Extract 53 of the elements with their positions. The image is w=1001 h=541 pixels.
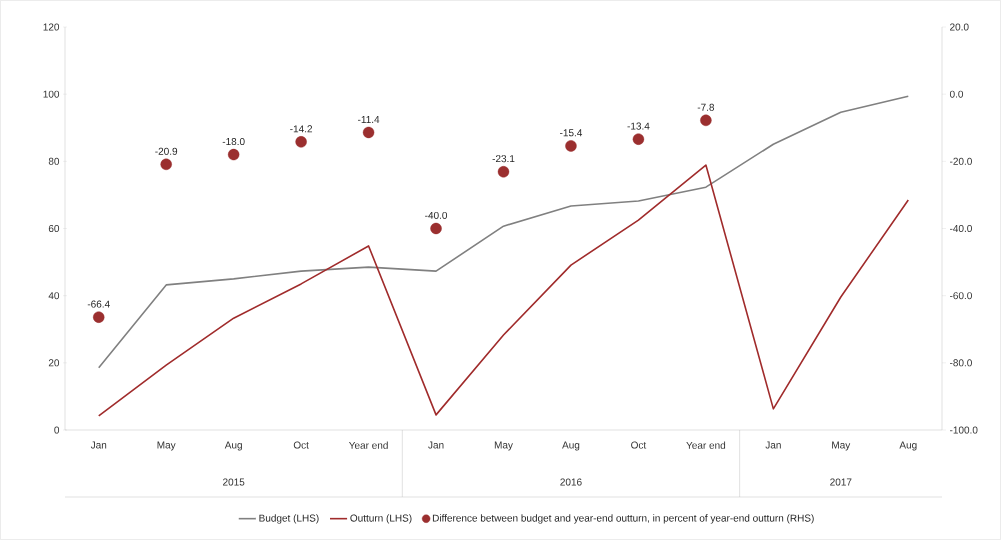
x-tick-label: Oct: [631, 441, 647, 449]
y-tick-label: 120: [43, 23, 60, 31]
x-tick-label: May: [157, 441, 176, 451]
data-label: -15.4: [560, 129, 583, 137]
data-label: -20.9: [155, 147, 178, 155]
text: 2017: [830, 478, 852, 486]
y2-tick-label: 20.0: [950, 23, 969, 31]
y2-tick-label: -60.0: [949, 292, 972, 300]
point: [497, 166, 510, 178]
point: [430, 222, 442, 235]
data-label: -40.0: [425, 211, 448, 219]
point: [632, 133, 645, 145]
y2-tick-label: -100.0: [949, 426, 978, 434]
y-tick-label: 80: [48, 157, 60, 165]
x-tick-label: Aug: [224, 441, 242, 451]
data-label: -7.8: [697, 103, 715, 111]
data-label: -23.1: [492, 155, 515, 163]
point: [93, 311, 105, 323]
x-tick-label: Oct: [293, 441, 309, 449]
y2-tick-label: 0.0: [949, 90, 964, 98]
y2-tick-label: -80.0: [949, 359, 972, 367]
point: [227, 148, 240, 161]
y-tick-label: 60: [48, 224, 60, 233]
y-tick-label: 20: [48, 359, 60, 367]
data-label: -11.4: [358, 116, 380, 123]
x-tick-label: May: [832, 441, 851, 451]
legend-label: Difference between budget and year-end outturn, in percent of year-end outturn (RHS): [432, 514, 814, 524]
x-tick-label: Aug: [899, 441, 917, 451]
point: [362, 126, 375, 139]
x-tick-label: Jan: [765, 441, 781, 449]
y-tick-label: 40: [48, 292, 60, 300]
x-tick-label: May: [494, 441, 513, 451]
data-label: -18.0: [222, 138, 245, 146]
point: [565, 140, 577, 152]
legend-label: Budget (LHS): [259, 514, 319, 524]
text: 2015: [223, 478, 245, 486]
x-tick-label: Aug: [562, 441, 580, 451]
x-tick-label: Year end: [348, 441, 388, 449]
y2-tick-label: -40.0: [949, 224, 972, 233]
y-tick-label: 0: [54, 426, 60, 434]
point: [700, 114, 712, 127]
data-label: -14.2: [290, 125, 313, 133]
data-label: -66.4: [87, 300, 110, 308]
data-label: -13.4: [627, 122, 650, 130]
x-tick-label: Jan: [428, 441, 444, 449]
text: 2016: [560, 478, 582, 486]
legend-label: Outturn (LHS): [350, 514, 412, 524]
x-tick-label: Year end: [686, 441, 726, 449]
point: [295, 136, 307, 148]
y2-tick-label: -20.0: [949, 157, 972, 165]
x-tick-label: Jan: [90, 441, 107, 449]
y-tick-label: 100: [43, 90, 60, 98]
point: [160, 158, 172, 171]
